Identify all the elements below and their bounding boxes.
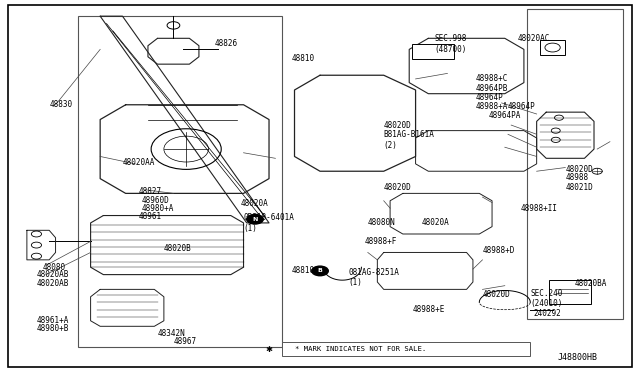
Text: 48988+D: 48988+D bbox=[483, 246, 515, 255]
Text: 48020BA: 48020BA bbox=[575, 279, 607, 288]
Text: 48020D: 48020D bbox=[384, 121, 412, 129]
Text: J48800HB: J48800HB bbox=[557, 353, 597, 362]
Text: 48988+A: 48988+A bbox=[476, 102, 509, 111]
Text: 48020A: 48020A bbox=[241, 199, 268, 208]
Text: 48020AA: 48020AA bbox=[122, 157, 155, 167]
Text: 48020AC: 48020AC bbox=[518, 34, 550, 43]
Circle shape bbox=[246, 214, 263, 224]
Text: B81AG-B161A
(2): B81AG-B161A (2) bbox=[384, 130, 435, 150]
Bar bbox=[540, 40, 565, 55]
Circle shape bbox=[312, 266, 328, 276]
Text: 48080N: 48080N bbox=[368, 218, 396, 227]
Text: 0B918-6401A
(1): 0B918-6401A (1) bbox=[244, 213, 294, 232]
Bar bbox=[412, 44, 454, 59]
Text: 48826: 48826 bbox=[215, 39, 238, 48]
Bar bbox=[282, 342, 531, 356]
Text: B: B bbox=[317, 269, 323, 273]
Text: 48964P: 48964P bbox=[508, 102, 536, 111]
Text: 48342N: 48342N bbox=[157, 329, 185, 338]
Text: 48020AB: 48020AB bbox=[36, 270, 69, 279]
Text: 48810: 48810 bbox=[291, 266, 314, 275]
Text: 48810: 48810 bbox=[291, 54, 314, 63]
Text: 48964PA: 48964PA bbox=[489, 111, 521, 121]
Text: * MARK INDICATES NOT FOR SALE.: * MARK INDICATES NOT FOR SALE. bbox=[294, 346, 426, 352]
Text: N: N bbox=[252, 217, 258, 222]
Text: 48830: 48830 bbox=[49, 100, 72, 109]
Text: 48988: 48988 bbox=[565, 173, 588, 182]
Text: 48020B: 48020B bbox=[164, 244, 191, 253]
Text: 48020D: 48020D bbox=[483, 291, 510, 299]
Text: 48980+B: 48980+B bbox=[36, 324, 69, 333]
Text: SEC.998
(48700): SEC.998 (48700) bbox=[435, 34, 467, 54]
Text: 48827: 48827 bbox=[138, 187, 161, 196]
Text: 48967: 48967 bbox=[173, 337, 196, 346]
Text: 48988+C: 48988+C bbox=[476, 74, 509, 83]
Text: SEC.240
(24010): SEC.240 (24010) bbox=[531, 289, 563, 308]
Text: 48020A: 48020A bbox=[422, 218, 450, 227]
Text: 081AG-8251A
(1): 081AG-8251A (1) bbox=[349, 268, 399, 287]
Text: 48020D: 48020D bbox=[565, 165, 593, 174]
Bar bbox=[549, 280, 591, 304]
Text: 48988+F: 48988+F bbox=[365, 237, 397, 246]
Text: 48964PB: 48964PB bbox=[476, 84, 509, 93]
Text: 48961: 48961 bbox=[138, 212, 161, 221]
Text: 48021D: 48021D bbox=[565, 183, 593, 192]
Bar bbox=[78, 16, 282, 347]
Text: 240292: 240292 bbox=[534, 309, 561, 318]
Text: 48988+II: 48988+II bbox=[521, 203, 557, 213]
Text: 48020D: 48020D bbox=[384, 183, 412, 192]
Bar bbox=[527, 9, 623, 319]
Text: 48964P: 48964P bbox=[476, 93, 504, 102]
Text: ✱: ✱ bbox=[265, 345, 272, 354]
Text: 48080: 48080 bbox=[43, 263, 66, 272]
Text: 48960D: 48960D bbox=[141, 196, 170, 205]
Text: 48980+A: 48980+A bbox=[141, 203, 174, 213]
Text: 48961+A: 48961+A bbox=[36, 316, 69, 325]
Text: 48988+E: 48988+E bbox=[412, 305, 445, 314]
Text: 48020AB: 48020AB bbox=[36, 279, 69, 288]
